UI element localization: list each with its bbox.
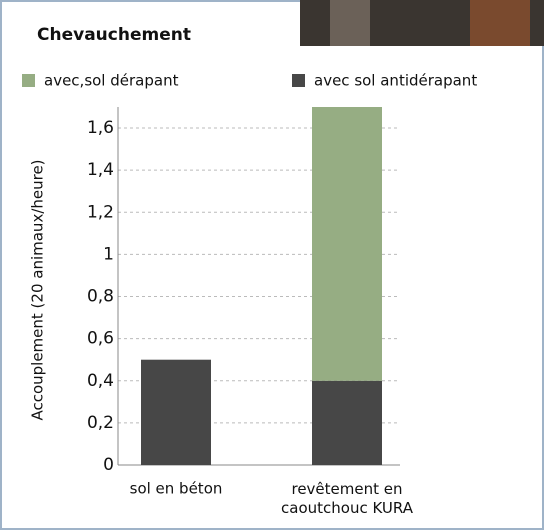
bar-segment: [312, 380, 382, 465]
chart-title: Chevauchement: [37, 25, 191, 45]
legend-swatch: [22, 74, 35, 87]
x-tick-label: sol en béton: [130, 480, 223, 498]
legend-label: avec,sol dérapant: [44, 72, 179, 90]
y-tick-label: 0,4: [87, 371, 114, 391]
y-tick-label: 1,4: [87, 160, 114, 180]
y-tick-label: 1,6: [87, 118, 114, 138]
y-tick-label: 0: [103, 455, 114, 475]
photo-detail: [470, 0, 530, 46]
y-tick-label: 0,2: [87, 413, 114, 433]
bar-segment: [312, 107, 382, 381]
y-axis-label: Accouplement (20 animaux/heure): [29, 159, 47, 420]
y-tick-label: 0,6: [87, 329, 114, 349]
x-tick-label: revêtement en caoutchouc KURA: [281, 480, 414, 517]
bar-segment: [141, 359, 211, 465]
y-tick-label: 1: [103, 244, 114, 264]
y-tick-label: 0,8: [87, 287, 114, 307]
legend-label: avec sol antidérapant: [314, 72, 477, 90]
legend-swatch: [292, 74, 305, 87]
photo-detail: [330, 0, 370, 46]
y-tick-label: 1,2: [87, 202, 114, 222]
